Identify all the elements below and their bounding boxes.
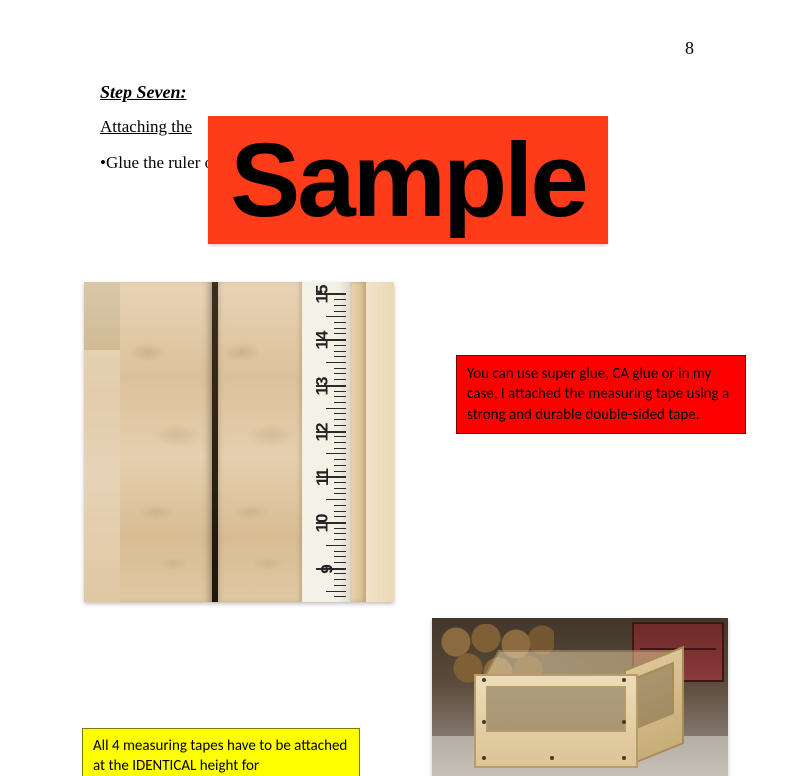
sample-watermark-text: Sample [230, 128, 586, 233]
sample-watermark: Sample [208, 116, 608, 244]
photo-plywood-box-workshop [432, 618, 728, 776]
page-number: 8 [685, 38, 694, 59]
callout-yellow: All 4 measuring tapes have to be attache… [82, 728, 360, 776]
photo-wood-boards-with-tape: 1514131211109 [84, 282, 394, 602]
section-subhead: Attaching the [100, 117, 192, 137]
callout-red: You can use super glue, CA glue or in my… [456, 355, 746, 434]
step-title: Step Seven: [100, 82, 186, 103]
document-page: { "page_number": "8", "step_title": "Ste… [0, 0, 794, 776]
